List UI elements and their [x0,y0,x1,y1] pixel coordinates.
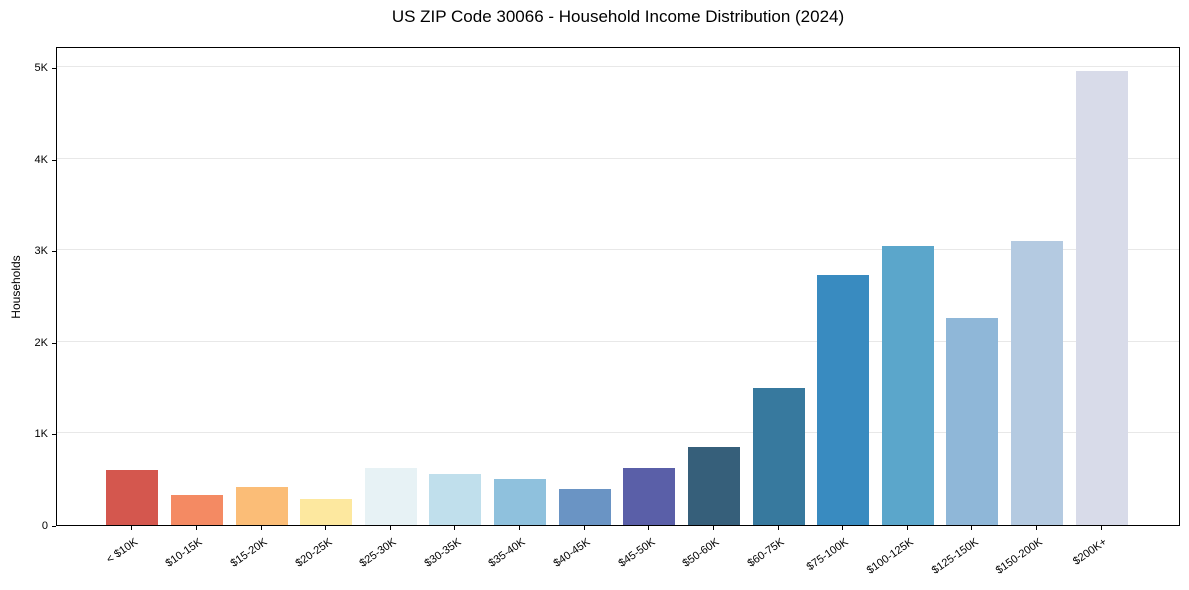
bar-30-35k [429,474,482,525]
x-tick-label: $100-125K [864,536,916,577]
bar-50-60k [687,447,740,525]
bar-40-45k [558,488,611,525]
bar-45-50k [623,467,676,525]
x-tick-label: $25-30K [357,536,399,570]
y-tick-label: 4K [34,153,48,166]
bar-10-15k [170,494,223,525]
y-tick-label: 3K [34,245,48,258]
y-tick-mark [52,68,56,70]
y-tick-mark [52,342,56,344]
x-tick-mark [1036,526,1038,530]
x-tick-mark [454,526,456,530]
gridline-5K [57,66,1179,68]
x-tick-label: $35-40K [486,536,528,570]
x-tick-label: $50-60K [680,536,722,570]
x-tick-mark [195,526,197,530]
bar-25-30k [364,467,417,525]
x-tick-mark [906,526,908,530]
bar-35-40k [494,479,547,525]
x-tick-mark [325,526,327,530]
bar-15-20k [235,487,288,525]
y-tick-label: 5K [34,62,48,75]
x-tick-mark [519,526,521,530]
bar-125-150k [946,318,999,525]
y-tick-label: 2K [34,336,48,349]
bar-10k [106,470,159,525]
x-tick-mark [260,526,262,530]
y-tick-label: 1K [34,428,48,441]
y-tick-mark [52,159,56,161]
x-tick-label: $75-100K [805,536,852,574]
bar-200k [1075,70,1128,525]
y-tick-mark [52,526,56,527]
chart-title: US ZIP Code 30066 - Household Income Dis… [391,7,845,26]
y-axis-label: Households [9,255,23,319]
x-tick-label: < $10K [104,536,141,567]
y-tick-mark [52,434,56,436]
x-tick-label: $40-45K [551,536,593,570]
bar-100-125k [881,245,934,525]
x-tick-label: $200K+ [1071,536,1110,568]
x-tick-mark [1100,526,1102,530]
x-tick-mark [712,526,714,530]
x-tick-label: $30-35K [422,536,464,570]
bar-150-200k [1011,241,1064,525]
y-tick-mark [52,251,56,253]
gridline-3K [57,249,1179,251]
gridline-4K [57,157,1179,159]
gridline-2K [57,340,1179,342]
bar-75-100k [817,274,870,525]
x-tick-label: $10-15K [163,536,205,570]
x-tick-mark [131,526,133,530]
x-tick-label: $125-150K [929,536,981,577]
x-tick-mark [971,526,973,530]
x-tick-mark [648,526,650,530]
x-tick-mark [842,526,844,530]
bar-20-25k [300,498,353,525]
x-tick-mark [777,526,779,530]
gridline-1K [57,432,1179,434]
y-tick-label: 0 [41,520,48,532]
x-tick-mark [389,526,391,530]
plot-area [56,47,1180,526]
x-tick-label: $45-50K [616,536,658,570]
x-tick-label: $20-25K [293,536,335,570]
x-tick-label: $60-75K [745,536,787,570]
x-tick-mark [583,526,585,530]
x-tick-label: $150-200K [993,536,1045,577]
x-tick-label: $15-20K [228,536,270,570]
bar-60-75k [752,387,805,525]
